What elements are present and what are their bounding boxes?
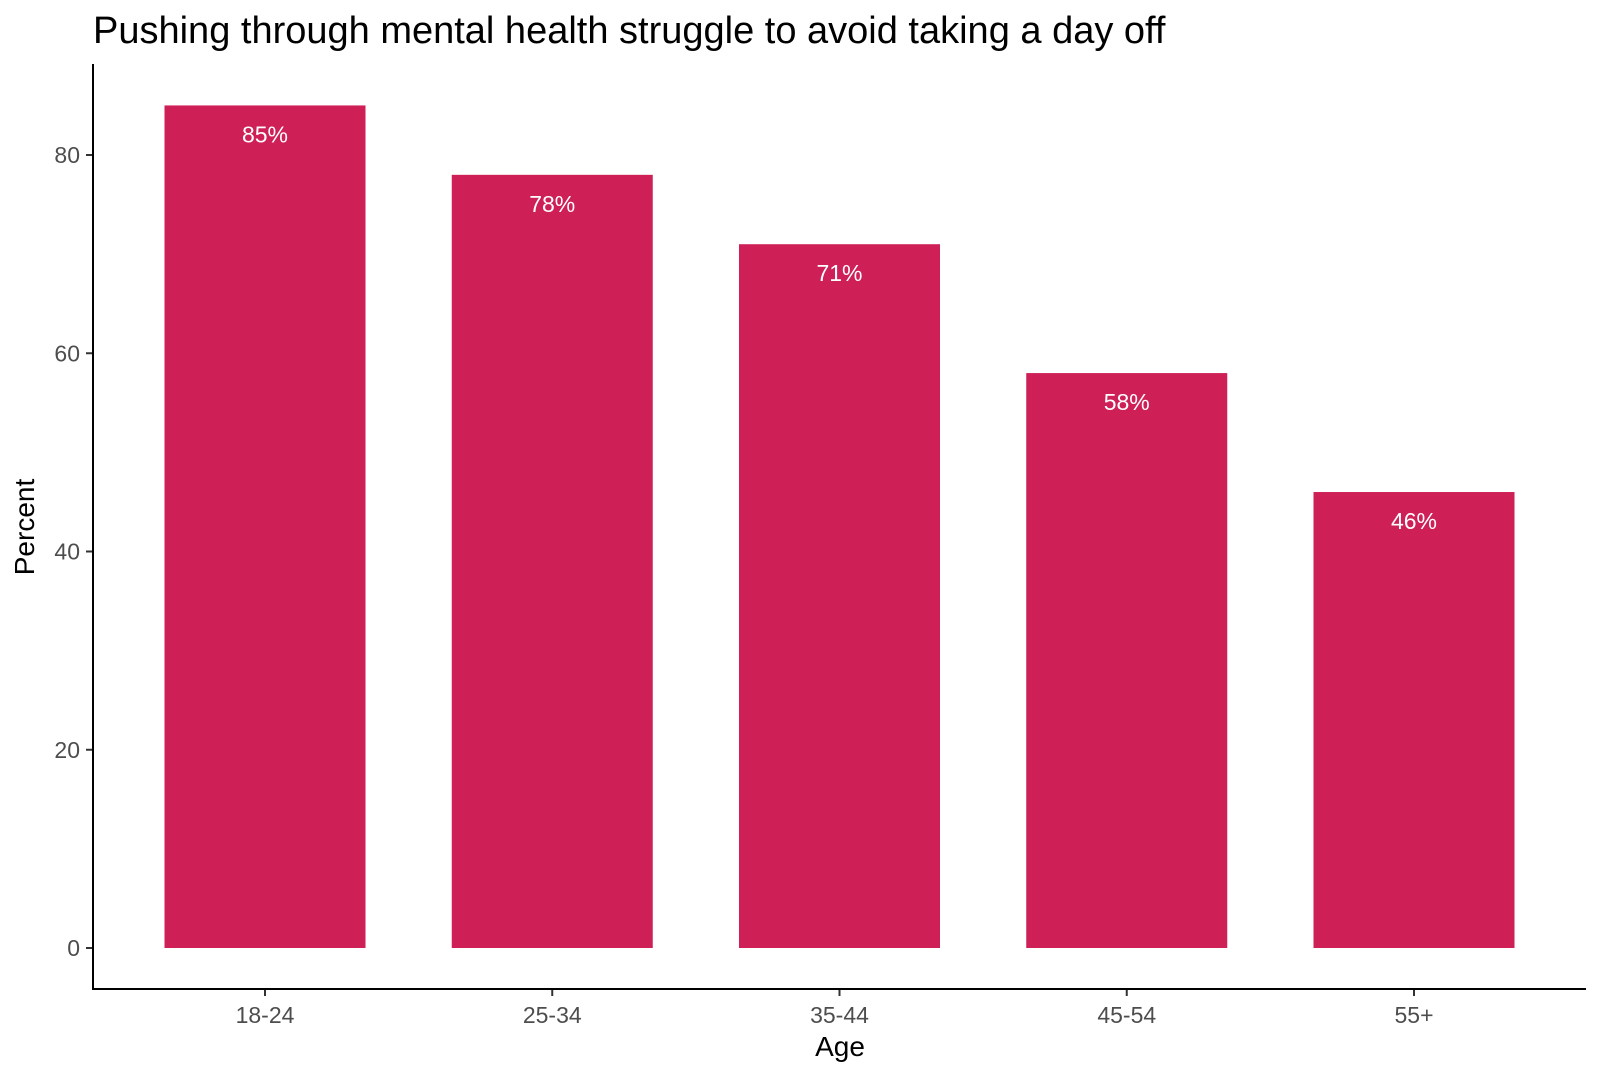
y-tick-label: 40: [54, 539, 80, 565]
chart-title: Pushing through mental health struggle t…: [93, 10, 1166, 52]
bar-18-24: [164, 105, 366, 948]
x-tick-label: 35-44: [810, 1002, 869, 1028]
y-tick-label: 0: [67, 935, 80, 961]
x-tick-label: 55+: [1394, 1002, 1433, 1028]
bar-55+: [1313, 492, 1515, 948]
data-label-18-24: 85%: [242, 121, 288, 147]
y-tick-label: 60: [54, 340, 80, 366]
x-tick-label: 18-24: [236, 1002, 295, 1028]
bar-25-34: [451, 174, 653, 948]
data-label-25-34: 78%: [529, 191, 575, 217]
data-label-55+: 46%: [1391, 508, 1437, 534]
y-axis-label: Percent: [9, 479, 40, 576]
data-label-35-44: 71%: [816, 260, 862, 286]
x-tick-label: 25-34: [523, 1002, 582, 1028]
x-tick-label: 45-54: [1097, 1002, 1156, 1028]
y-tick-label: 20: [54, 737, 80, 763]
y-tick-label: 80: [54, 142, 80, 168]
bar-45-54: [1026, 373, 1228, 948]
data-label-45-54: 58%: [1104, 389, 1150, 415]
bar-35-44: [739, 244, 940, 948]
x-axis-label: Age: [815, 1031, 865, 1062]
